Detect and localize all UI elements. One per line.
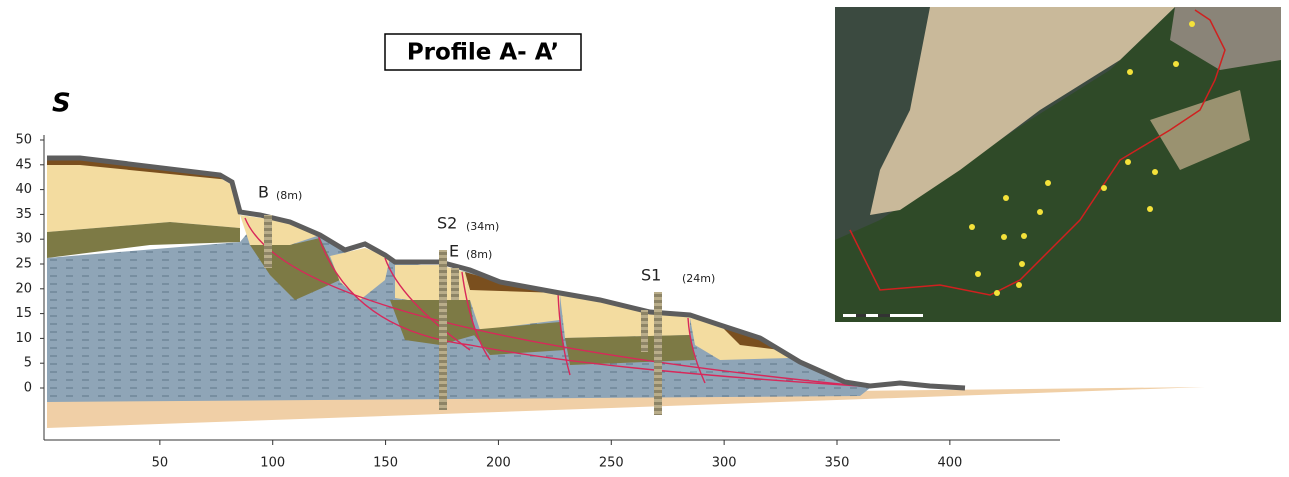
borehole [451, 268, 459, 300]
x-tick-label: 50 [152, 456, 169, 471]
y-tick-label: 20 [15, 281, 32, 296]
x-tick-label: 400 [937, 456, 962, 471]
aerial-map [835, 7, 1281, 322]
title: Profile A- A’ [407, 40, 559, 66]
y-tick-label: 45 [15, 157, 32, 172]
borehole [641, 310, 648, 352]
borehole-name: S2 [437, 214, 457, 233]
y-tick-label: 50 [15, 133, 32, 148]
y-tick-label: 10 [15, 331, 32, 346]
borehole-depth: (8m) [276, 189, 302, 202]
y-tick-label: 30 [15, 232, 32, 247]
x-tick-label: 300 [712, 456, 737, 471]
y-tick-label: 35 [15, 207, 32, 222]
borehole-depth: (24m) [682, 272, 715, 285]
borehole [439, 250, 447, 410]
figure: Profile A- A’ S B (8m) S2 (34m) E (8m) S… [0, 0, 1289, 473]
side-label: S [52, 89, 71, 119]
borehole-depth: (34m) [466, 220, 499, 233]
borehole-name: E [449, 242, 459, 261]
x-tick-label: 100 [260, 456, 285, 471]
borehole [264, 215, 272, 268]
x-tick-label: 200 [486, 456, 511, 471]
block [560, 295, 690, 338]
x-tick-label: 150 [373, 456, 398, 471]
x-tick-label: 350 [825, 456, 850, 471]
y-tick-label: 25 [15, 257, 32, 272]
borehole-name: S1 [641, 266, 661, 285]
y-tick-label: 5 [24, 356, 32, 371]
y-tick-label: 0 [24, 381, 32, 396]
borehole-name: B [258, 183, 269, 202]
borehole [654, 292, 662, 415]
x-tick-label: 250 [599, 456, 624, 471]
y-tick-label: 40 [15, 182, 32, 197]
y-tick-label: 15 [15, 306, 32, 321]
borehole-depth: (8m) [466, 248, 492, 261]
